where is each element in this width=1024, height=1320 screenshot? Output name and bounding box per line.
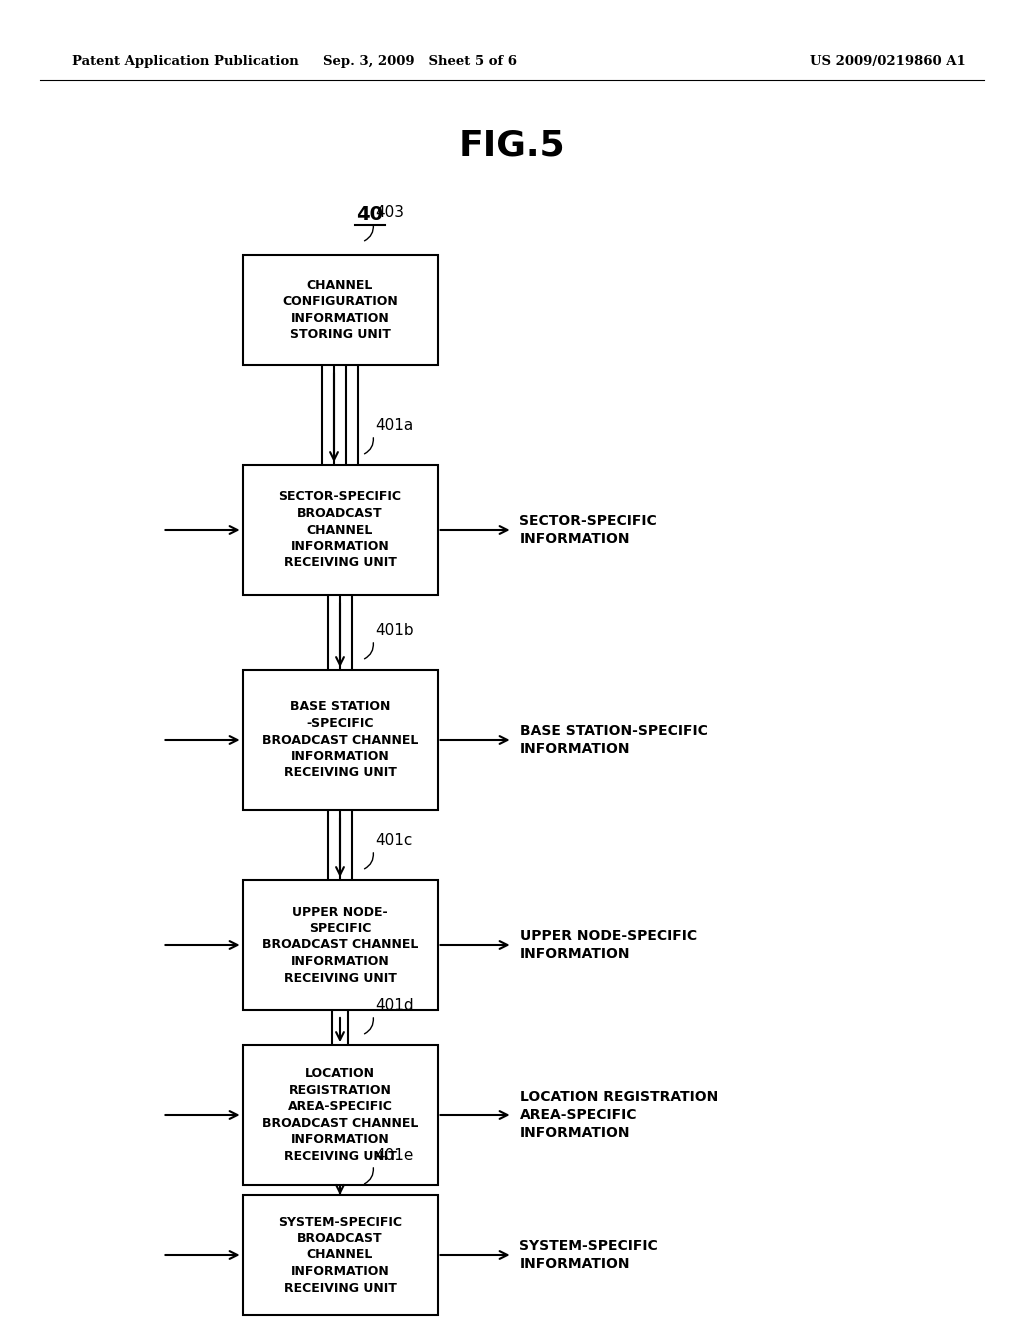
- Text: CHANNEL
CONFIGURATION
INFORMATION
STORING UNIT: CHANNEL CONFIGURATION INFORMATION STORIN…: [283, 279, 398, 342]
- Bar: [243, 1195, 437, 1315]
- Text: LOCATION REGISTRATION
AREA-SPECIFIC
INFORMATION: LOCATION REGISTRATION AREA-SPECIFIC INFO…: [519, 1090, 718, 1140]
- Text: LOCATION
REGISTRATION
AREA-SPECIFIC
BROADCAST CHANNEL
INFORMATION
RECEIVING UNIT: LOCATION REGISTRATION AREA-SPECIFIC BROA…: [262, 1068, 418, 1163]
- Text: 401e: 401e: [375, 1148, 414, 1163]
- Text: FIG.5: FIG.5: [459, 128, 565, 162]
- Text: 401c: 401c: [375, 833, 413, 847]
- Bar: [243, 465, 437, 595]
- Text: BASE STATION-SPECIFIC
INFORMATION: BASE STATION-SPECIFIC INFORMATION: [519, 725, 708, 756]
- Text: 401d: 401d: [375, 998, 414, 1012]
- Text: Patent Application Publication: Patent Application Publication: [72, 55, 299, 69]
- Text: UPPER NODE-SPECIFIC
INFORMATION: UPPER NODE-SPECIFIC INFORMATION: [519, 929, 696, 961]
- Text: SECTOR-SPECIFIC
BROADCAST
CHANNEL
INFORMATION
RECEIVING UNIT: SECTOR-SPECIFIC BROADCAST CHANNEL INFORM…: [279, 491, 401, 569]
- Bar: [243, 671, 437, 810]
- Text: SYSTEM-SPECIFIC
INFORMATION: SYSTEM-SPECIFIC INFORMATION: [519, 1239, 658, 1271]
- Text: UPPER NODE-
SPECIFIC
BROADCAST CHANNEL
INFORMATION
RECEIVING UNIT: UPPER NODE- SPECIFIC BROADCAST CHANNEL I…: [262, 906, 418, 985]
- Text: SECTOR-SPECIFIC
INFORMATION: SECTOR-SPECIFIC INFORMATION: [519, 513, 657, 546]
- Bar: [243, 255, 437, 366]
- Text: Sep. 3, 2009   Sheet 5 of 6: Sep. 3, 2009 Sheet 5 of 6: [323, 55, 517, 69]
- Text: SYSTEM-SPECIFIC
BROADCAST
CHANNEL
INFORMATION
RECEIVING UNIT: SYSTEM-SPECIFIC BROADCAST CHANNEL INFORM…: [278, 1216, 402, 1295]
- Text: 403: 403: [375, 205, 404, 220]
- Bar: [243, 1045, 437, 1185]
- Text: 401b: 401b: [375, 623, 414, 638]
- Bar: [243, 880, 437, 1010]
- Text: 40: 40: [356, 206, 384, 224]
- Text: 401a: 401a: [375, 418, 414, 433]
- Text: BASE STATION
-SPECIFIC
BROADCAST CHANNEL
INFORMATION
RECEIVING UNIT: BASE STATION -SPECIFIC BROADCAST CHANNEL…: [262, 701, 418, 780]
- Text: US 2009/0219860 A1: US 2009/0219860 A1: [810, 55, 966, 69]
